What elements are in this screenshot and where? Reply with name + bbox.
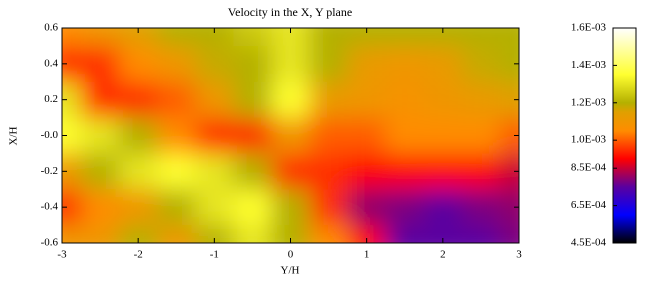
heat-cell	[271, 82, 310, 118]
heat-cell	[348, 189, 387, 225]
colorbar-tick-label: 1.4E-03	[571, 59, 607, 71]
heat-cell	[386, 153, 425, 189]
colorbar	[613, 28, 636, 243]
heatmap	[43, 10, 539, 261]
heat-cell	[157, 118, 196, 154]
heat-cell	[119, 118, 158, 154]
colorbar-tick-label: 1.2E-03	[571, 96, 607, 108]
heat-cell	[386, 118, 425, 154]
heat-cell	[310, 46, 349, 82]
heat-cell	[348, 46, 387, 82]
heat-cell	[386, 46, 425, 82]
heat-cell	[81, 46, 120, 82]
heat-cell	[310, 82, 349, 118]
heat-cell	[348, 153, 387, 189]
heat-cell	[310, 189, 349, 225]
y-tick-label: 0.6	[44, 22, 58, 34]
heat-cell	[386, 82, 425, 118]
heat-cell	[424, 189, 463, 225]
colorbar-tick-label: 1.6E-03	[571, 22, 607, 34]
heat-cell	[157, 153, 196, 189]
heat-cell	[233, 82, 272, 118]
heat-cell	[424, 118, 463, 154]
heat-cell	[119, 82, 158, 118]
x-tick-label: -1	[210, 249, 219, 261]
heat-cell	[271, 153, 310, 189]
heat-cell	[424, 46, 463, 82]
colorbar-tick-label: 6.5E-04	[571, 199, 607, 211]
heat-cell	[81, 118, 120, 154]
heat-cell	[195, 118, 234, 154]
heat-cell	[195, 82, 234, 118]
heat-cell	[271, 118, 310, 154]
heat-cell	[271, 189, 310, 225]
heat-cell	[195, 46, 234, 82]
heat-cell	[310, 153, 349, 189]
heat-cell	[233, 46, 272, 82]
x-tick-label: 2	[440, 249, 446, 261]
colorbar-tick-label: 8.5E-04	[571, 162, 607, 174]
y-tick-label: -0.2	[41, 165, 58, 177]
y-tick-label: 0.2	[44, 93, 58, 105]
y-tick-label: 0.4	[44, 57, 58, 69]
heat-cell	[310, 118, 349, 154]
heat-cell	[462, 82, 501, 118]
heat-cell	[424, 153, 463, 189]
heat-cell	[157, 46, 196, 82]
x-tick-label: 0	[288, 249, 294, 261]
heat-cell	[348, 118, 387, 154]
heat-cell	[119, 153, 158, 189]
x-axis-label: Y/H	[281, 265, 300, 277]
heat-cell	[233, 153, 272, 189]
heat-cell	[348, 82, 387, 118]
colorbar-tick-label: 4.5E-04	[571, 237, 607, 249]
heat-cell	[271, 46, 310, 82]
heat-cell	[195, 153, 234, 189]
heat-cell	[462, 153, 501, 189]
heat-cell	[462, 118, 501, 154]
colorbar-tick-label: 1.0E-03	[571, 134, 607, 146]
heat-cell	[233, 118, 272, 154]
x-tick-label: -3	[57, 249, 67, 261]
chart-title: Velocity in the X, Y plane	[228, 5, 352, 19]
heat-cell	[81, 153, 120, 189]
heat-cell	[119, 46, 158, 82]
heat-cell	[233, 189, 272, 225]
heat-cell	[157, 189, 196, 225]
heat-cell	[81, 82, 120, 118]
heat-cell	[424, 82, 463, 118]
y-tick-label: -0.6	[41, 237, 59, 249]
heat-cell	[462, 189, 501, 225]
y-axis-label: X/H	[8, 126, 20, 145]
heat-cell	[462, 46, 501, 82]
heat-cell	[157, 82, 196, 118]
y-tick-label: -0.4	[41, 201, 59, 213]
heat-cell	[119, 189, 158, 225]
heat-cell	[81, 189, 120, 225]
x-tick-label: 1	[364, 249, 370, 261]
x-tick-label: 3	[516, 249, 522, 261]
heat-cell	[195, 189, 234, 225]
y-tick-label: -0.0	[41, 129, 59, 141]
plot-area	[43, 10, 539, 261]
x-tick-label: -2	[134, 249, 143, 261]
heat-cell	[386, 189, 425, 225]
